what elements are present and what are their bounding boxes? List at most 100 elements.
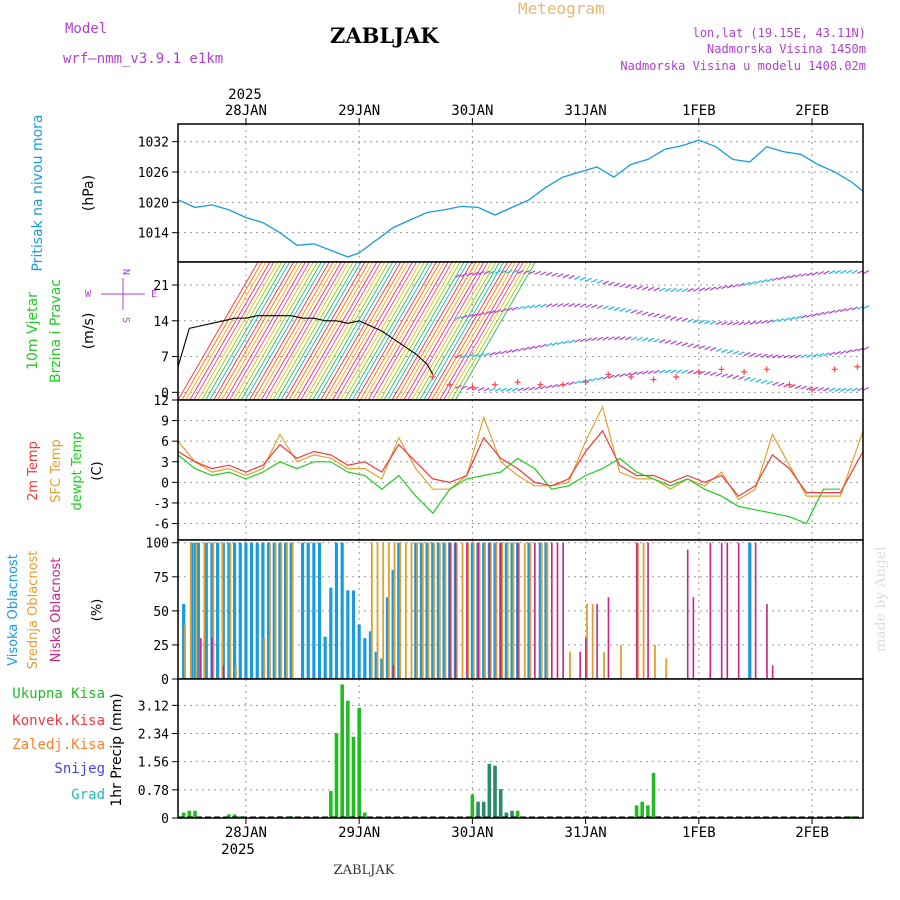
wind-barb: [721, 348, 728, 353]
high-cloud-bar: [397, 542, 401, 679]
wind-barb: [766, 319, 774, 324]
low-cloud-bar: [562, 542, 564, 679]
mid-cloud-bar: [444, 542, 447, 679]
wind-barb: [664, 339, 672, 344]
wind-barb: [260, 261, 342, 401]
wind-barb: [248, 261, 330, 401]
mid-cloud-bar: [603, 651, 605, 679]
wind-barb: [619, 336, 626, 341]
wind-barb: [755, 279, 762, 285]
high-cloud-bar: [204, 542, 208, 679]
mid-cloud-bar: [484, 542, 487, 679]
bottom-date-label: 29JAN: [338, 825, 380, 841]
wind-barb: [647, 312, 655, 317]
wind-barb: [411, 261, 493, 401]
wind-barb: [755, 320, 762, 325]
wind-barb: [698, 345, 706, 350]
high-cloud-bar: [442, 542, 446, 679]
wind-barb: [630, 284, 638, 290]
wind-barb: [500, 308, 507, 313]
high-cloud-bar: [196, 542, 200, 679]
wind-barb: [528, 386, 536, 391]
precip-bar: [510, 810, 514, 818]
wind-barb: [276, 261, 358, 401]
wind-barb: [596, 376, 604, 381]
top-date-label: 28JAN: [225, 103, 267, 119]
wind-barb: [704, 286, 711, 292]
precip-legend-item: Grad: [71, 787, 105, 803]
wind-barb: [540, 303, 547, 308]
wind-barb: [619, 373, 626, 378]
wind-barb: [545, 271, 553, 277]
wind-speed-line: [177, 315, 434, 375]
wind-barb: [675, 288, 683, 293]
wind-barb: [817, 270, 824, 276]
temperature-ytick-label: 0: [161, 476, 169, 491]
wind-ytick-label: 7: [161, 351, 169, 366]
compass-south-label: S: [120, 317, 131, 323]
wind-barb: [579, 276, 587, 281]
wind-barb: [534, 385, 541, 391]
wind-barb: [834, 308, 841, 314]
wind-barb: [817, 352, 824, 357]
wind-barb: [562, 274, 570, 279]
wind-barb: [811, 312, 819, 317]
gust-marker: [514, 379, 521, 386]
low-cloud-bar: [454, 542, 457, 679]
wind-barb: [399, 261, 481, 401]
wind-barb: [545, 342, 553, 347]
high-cloud-bar: [300, 542, 305, 679]
precip-bar: [340, 684, 344, 818]
wind-barb: [743, 321, 751, 326]
high-cloud-bar: [227, 542, 231, 679]
wind-barb: [460, 385, 468, 390]
mid-cloud-bar: [212, 542, 215, 679]
mid-cloud-bar: [221, 542, 224, 679]
wind-barb: [332, 261, 413, 401]
precip-legend-item: Zaledj.Kisa: [12, 737, 105, 753]
wind-barb: [613, 336, 621, 341]
wind-barb: [205, 261, 287, 401]
wind-barb: [726, 349, 734, 354]
wind-barb: [794, 273, 802, 278]
high-cloud-bar: [374, 651, 378, 679]
wind-barb: [834, 269, 841, 274]
wind-barb: [272, 261, 354, 401]
wind-barb: [704, 320, 711, 325]
gust-marker: [627, 374, 634, 380]
credit-watermark: made by Angel: [873, 546, 889, 652]
wind-barb: [296, 261, 378, 401]
mid-cloud-bar: [229, 542, 232, 679]
gust-marker: [786, 381, 793, 388]
wind-barb: [500, 269, 507, 274]
wind-barb: [304, 261, 386, 401]
pressure-ytick-label: 1032: [138, 136, 169, 151]
wind-barb: [658, 369, 666, 374]
wind-barb: [534, 270, 541, 275]
temp-unit-label: (C): [90, 461, 105, 480]
wind-barb: [675, 341, 683, 346]
wind-barb: [709, 320, 717, 325]
wind-barb: [738, 321, 745, 326]
wind-barb: [494, 269, 502, 275]
wind-barb: [427, 261, 509, 401]
high-cloud-bar: [748, 542, 752, 679]
gust-marker: [537, 381, 544, 388]
high-cloud-bar: [527, 542, 531, 679]
high-cloud-bar: [482, 542, 486, 679]
precip-legend-item: Konvek.Kisa: [12, 713, 105, 729]
wind-barb: [391, 261, 473, 401]
low-cloud-bar: [500, 542, 502, 679]
wind-barb: [862, 305, 870, 310]
wind-barb: [800, 354, 807, 359]
temp-2m-line: [177, 429, 864, 497]
low-cloud-bar: [551, 542, 553, 679]
wind-barb: [466, 353, 473, 358]
wind-barb: [344, 261, 425, 401]
wind-barb: [738, 351, 745, 356]
wind-barb: [596, 279, 604, 284]
cloud-ytick-label: 0: [161, 673, 169, 688]
wind-barb: [455, 384, 462, 389]
wind-barb: [823, 352, 830, 357]
mid-cloud-bar: [184, 624, 186, 679]
